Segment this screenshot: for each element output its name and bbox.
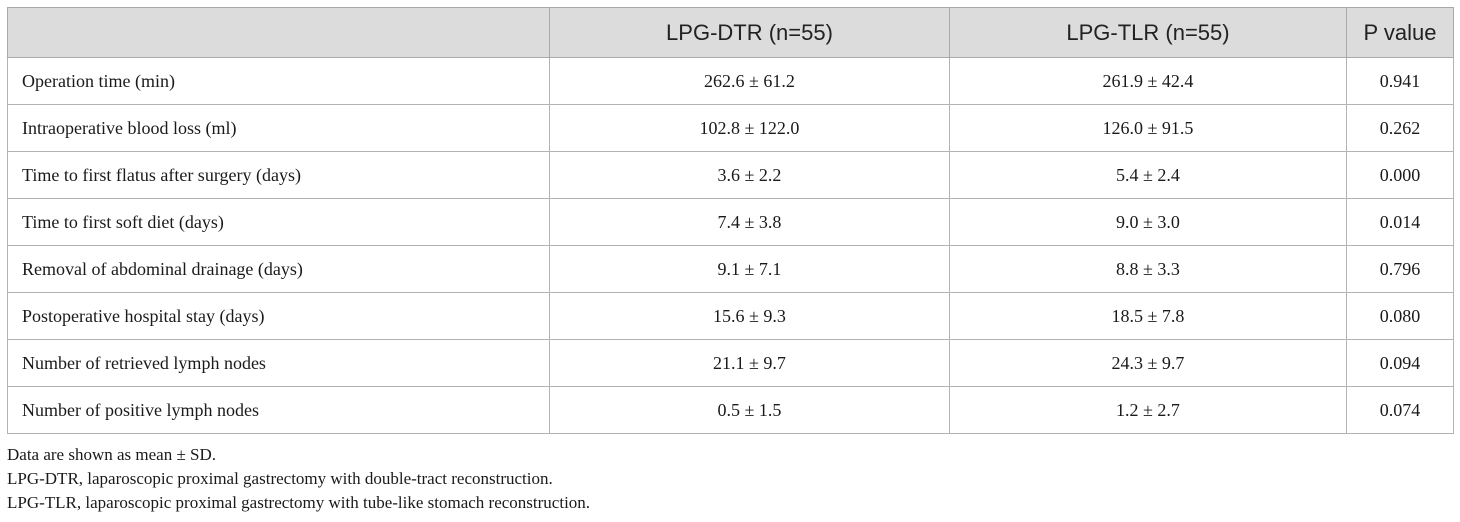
header-cell-lpg-tlr: LPG-TLR (n=55) bbox=[949, 7, 1347, 58]
p-value: 0.262 bbox=[1346, 104, 1454, 152]
tlr-value: 24.3 ± 9.7 bbox=[949, 339, 1347, 387]
row-label: Number of positive lymph nodes bbox=[7, 386, 550, 434]
tlr-value: 1.2 ± 2.7 bbox=[949, 386, 1347, 434]
table-row: Number of retrieved lymph nodes 21.1 ± 9… bbox=[7, 339, 1454, 387]
dtr-value: 7.4 ± 3.8 bbox=[549, 198, 950, 246]
dtr-value: 15.6 ± 9.3 bbox=[549, 292, 950, 340]
p-value: 0.796 bbox=[1346, 245, 1454, 293]
dtr-value: 3.6 ± 2.2 bbox=[549, 151, 950, 199]
table-row: Number of positive lymph nodes 0.5 ± 1.5… bbox=[7, 386, 1454, 434]
table-footnotes: Data are shown as mean ± SD. LPG-DTR, la… bbox=[7, 443, 590, 515]
row-label: Number of retrieved lymph nodes bbox=[7, 339, 550, 387]
table-row: Time to first flatus after surgery (days… bbox=[7, 151, 1454, 199]
tlr-value: 9.0 ± 3.0 bbox=[949, 198, 1347, 246]
row-label: Operation time (min) bbox=[7, 57, 550, 105]
p-value: 0.941 bbox=[1346, 57, 1454, 105]
tlr-value: 5.4 ± 2.4 bbox=[949, 151, 1347, 199]
table-row: Operation time (min) 262.6 ± 61.2 261.9 … bbox=[7, 57, 1454, 105]
tlr-value: 126.0 ± 91.5 bbox=[949, 104, 1347, 152]
footnote-lpg-dtr: LPG-DTR, laparoscopic proximal gastrecto… bbox=[7, 469, 553, 488]
header-cell-lpg-dtr: LPG-DTR (n=55) bbox=[549, 7, 950, 58]
p-value: 0.074 bbox=[1346, 386, 1454, 434]
footnote-lpg-tlr: LPG-TLR, laparoscopic proximal gastrecto… bbox=[7, 493, 591, 512]
dtr-value: 9.1 ± 7.1 bbox=[549, 245, 950, 293]
table-header-row: LPG-DTR (n=55) LPG-TLR (n=55) P value bbox=[7, 7, 1454, 58]
p-value: 0.000 bbox=[1346, 151, 1454, 199]
dtr-value: 0.5 ± 1.5 bbox=[549, 386, 950, 434]
tlr-value: 261.9 ± 42.4 bbox=[949, 57, 1347, 105]
tlr-value: 18.5 ± 7.8 bbox=[949, 292, 1347, 340]
dtr-value: 21.1 ± 9.7 bbox=[549, 339, 950, 387]
results-table: LPG-DTR (n=55) LPG-TLR (n=55) P value Op… bbox=[7, 7, 1454, 434]
row-label: Removal of abdominal drainage (days) bbox=[7, 245, 550, 293]
dtr-value: 102.8 ± 122.0 bbox=[549, 104, 950, 152]
header-cell-p-value: P value bbox=[1346, 7, 1454, 58]
table-row: Postoperative hospital stay (days) 15.6 … bbox=[7, 292, 1454, 340]
footnote-mean-sd: Data are shown as mean ± SD. bbox=[7, 445, 217, 464]
table-row: Intraoperative blood loss (ml) 102.8 ± 1… bbox=[7, 104, 1454, 152]
tlr-value: 8.8 ± 3.3 bbox=[949, 245, 1347, 293]
row-label: Time to first flatus after surgery (days… bbox=[7, 151, 550, 199]
table-row: Removal of abdominal drainage (days) 9.1… bbox=[7, 245, 1454, 293]
results-table-container: LPG-DTR (n=55) LPG-TLR (n=55) P value Op… bbox=[7, 7, 1454, 434]
p-value: 0.094 bbox=[1346, 339, 1454, 387]
p-value: 0.014 bbox=[1346, 198, 1454, 246]
header-cell-variable bbox=[7, 7, 550, 58]
p-value: 0.080 bbox=[1346, 292, 1454, 340]
table-row: Time to first soft diet (days) 7.4 ± 3.8… bbox=[7, 198, 1454, 246]
row-label: Intraoperative blood loss (ml) bbox=[7, 104, 550, 152]
row-label: Time to first soft diet (days) bbox=[7, 198, 550, 246]
dtr-value: 262.6 ± 61.2 bbox=[549, 57, 950, 105]
row-label: Postoperative hospital stay (days) bbox=[7, 292, 550, 340]
